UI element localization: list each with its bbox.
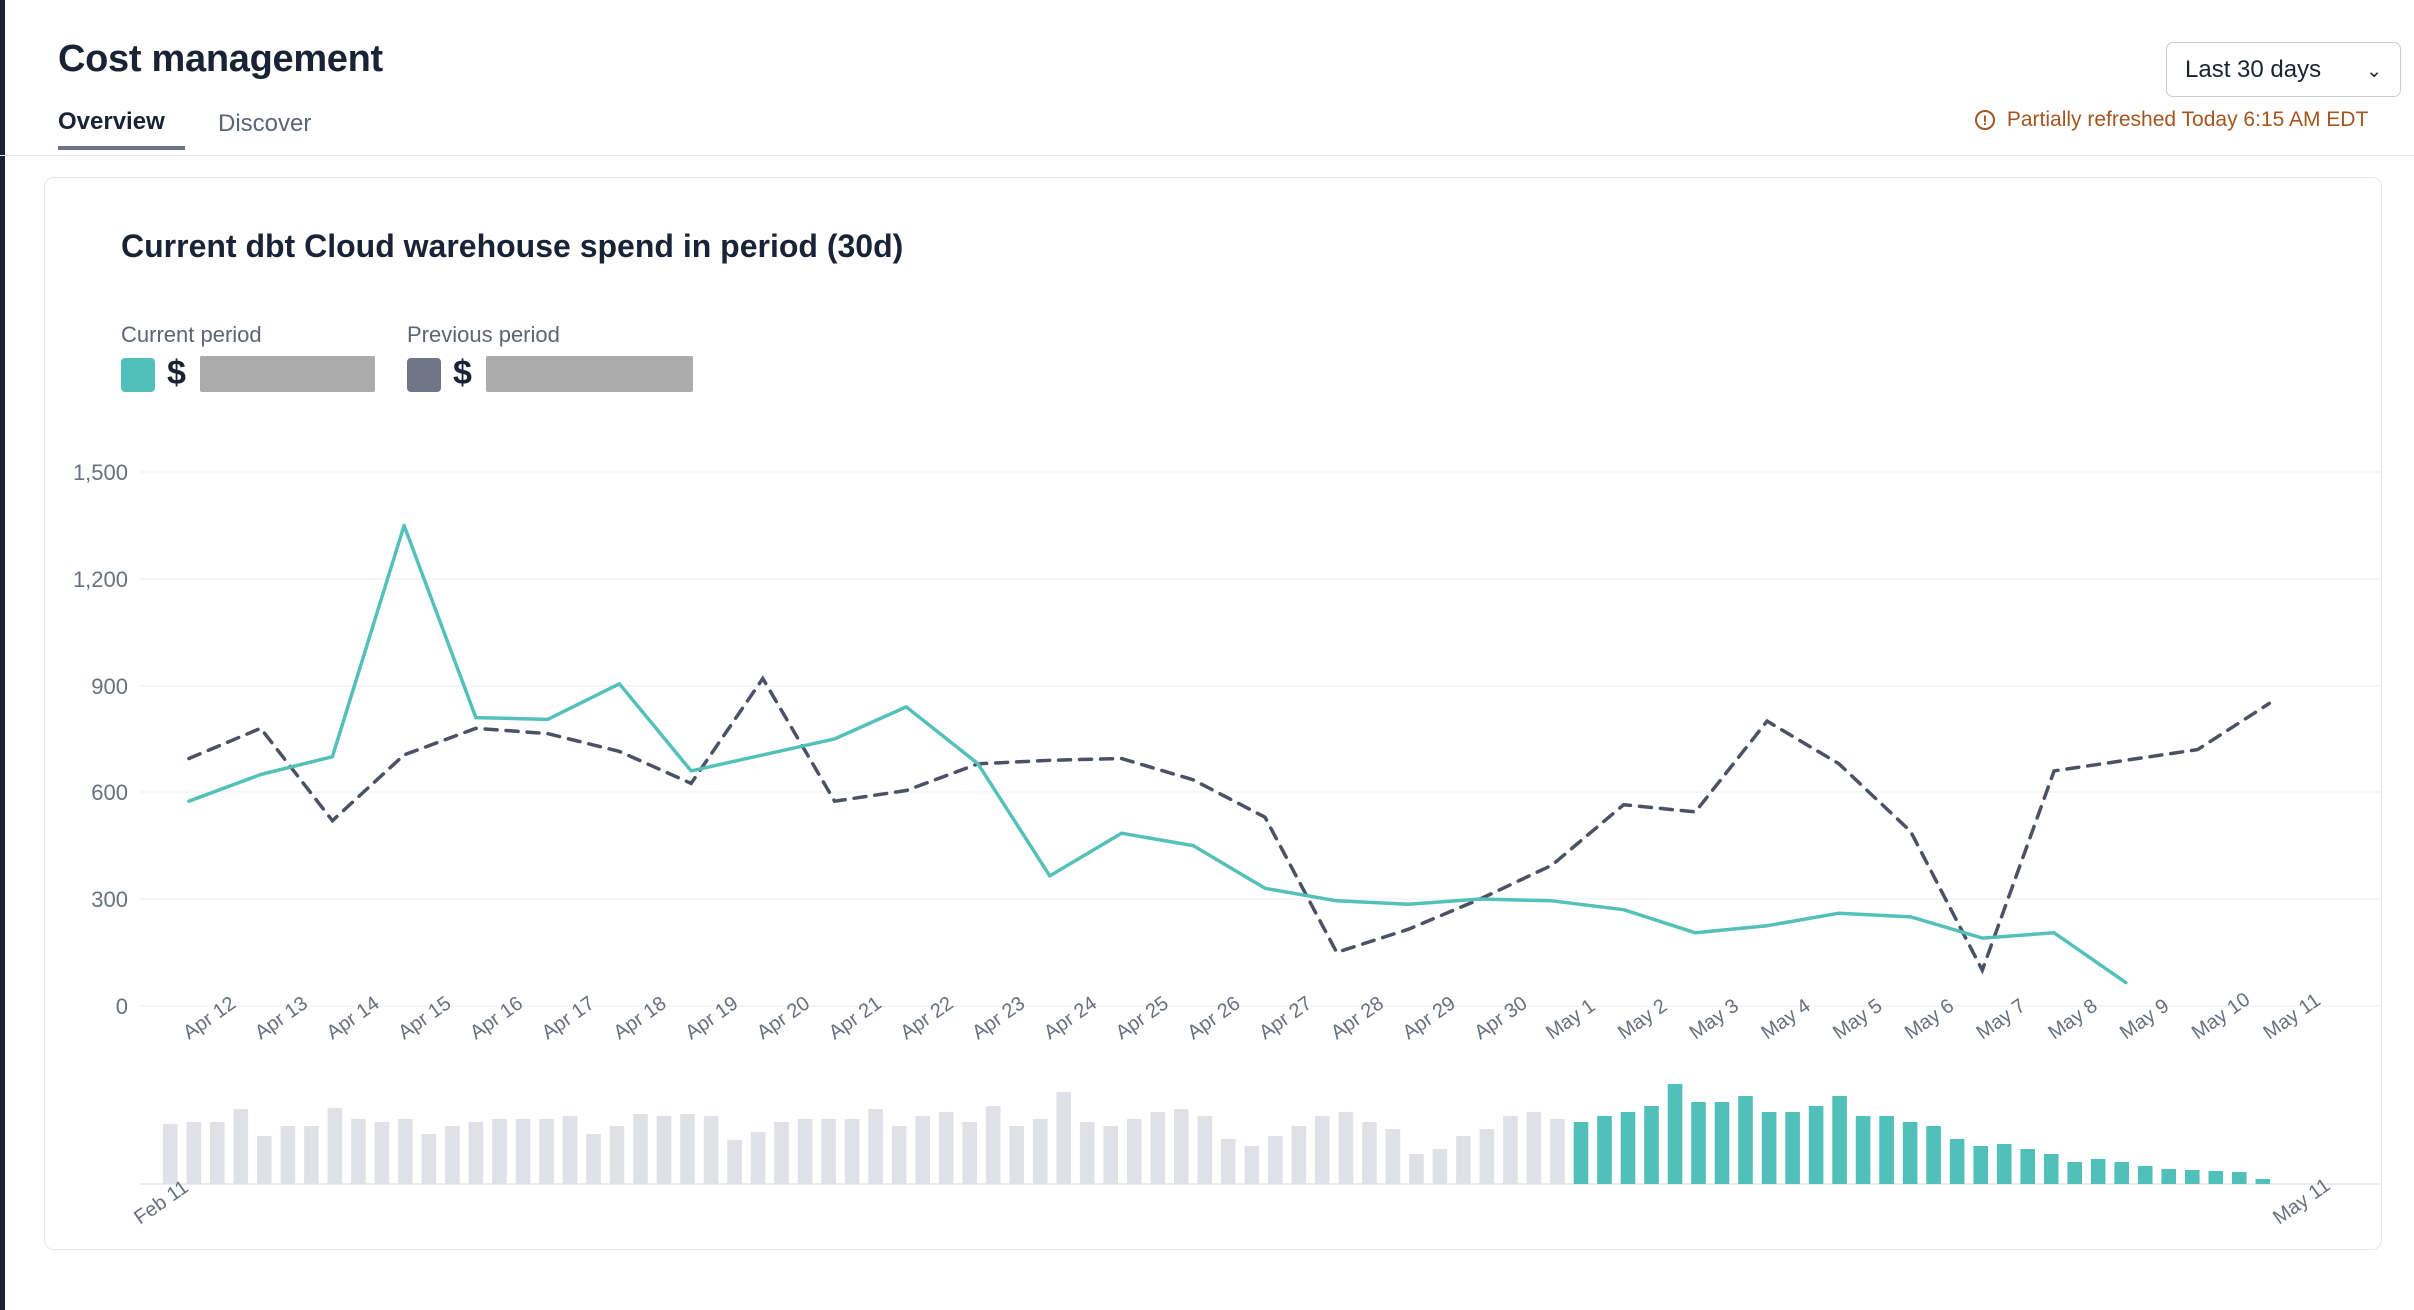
svg-text:May 11: May 11: [2269, 1174, 2334, 1229]
